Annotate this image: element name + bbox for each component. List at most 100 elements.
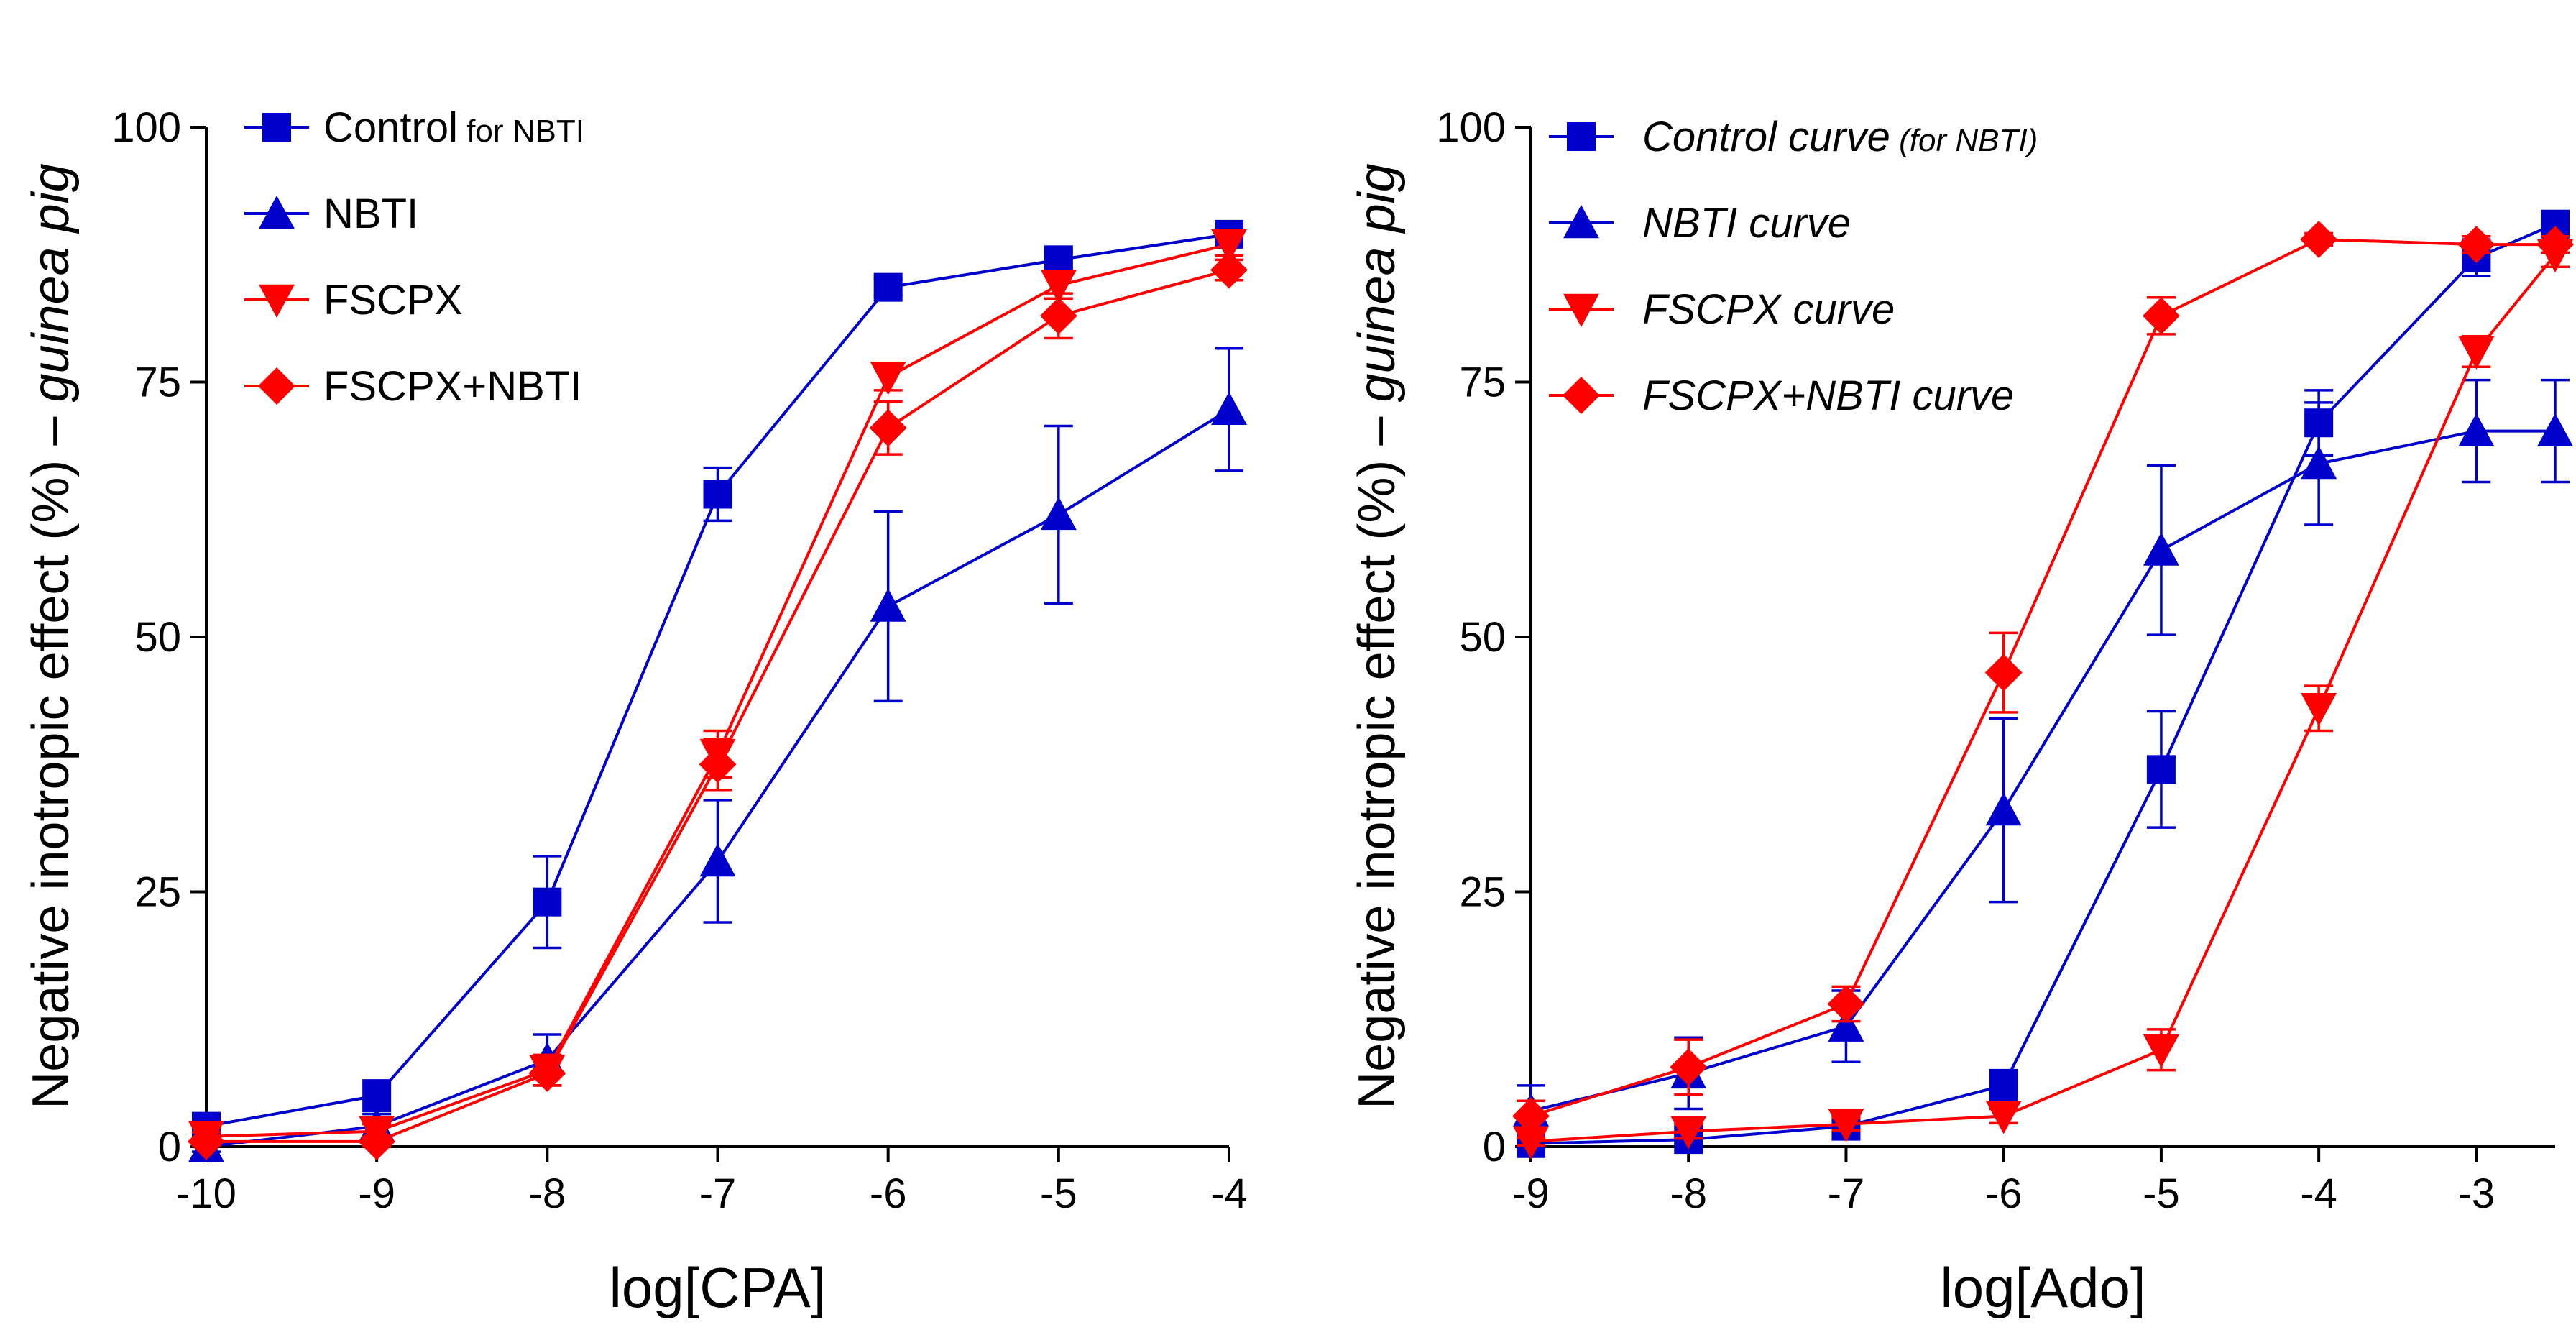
data-point [1827, 985, 1865, 1023]
y-tick-label: 50 [134, 614, 181, 661]
series-control-curve [1517, 209, 2570, 1158]
legend-item: FSCPX+NBTI [244, 363, 581, 410]
data-point [1513, 1126, 1549, 1160]
legend-label: FSCPX+NBTI [323, 363, 581, 410]
series-fscpx-nbti-curve [1512, 220, 2574, 1135]
y-axis-title-main: Negative inotropic effect (%) [1348, 446, 1406, 1109]
legend-name: NBTI [323, 191, 418, 237]
legend-marker [259, 196, 295, 229]
x-tick-label: -5 [2143, 1170, 2180, 1217]
data-point [873, 272, 903, 302]
data-point [869, 409, 907, 447]
x-axis-title: log[Ado] [1940, 1256, 2145, 1319]
data-point [2300, 220, 2338, 258]
x-tick-label: -6 [870, 1170, 907, 1217]
data-point [2301, 445, 2337, 480]
data-point [1984, 653, 2023, 692]
legend-label: NBTI [323, 191, 418, 237]
legend-label: FSCPX curve [1642, 286, 1895, 333]
legend-marker [1563, 205, 1599, 239]
data-point [1989, 1070, 2018, 1100]
legend-name: FSCPX [323, 277, 462, 324]
y-tick-label: 25 [1459, 869, 1506, 916]
y-tick-label: 0 [158, 1124, 181, 1170]
legend-name: FSCPX+NBTI [323, 363, 581, 410]
legend-note: (for NBTI) [1890, 123, 2038, 158]
legend-label: Control curve (for NBTI) [1642, 114, 2038, 160]
data-point [528, 1054, 566, 1092]
x-tick-label: -10 [176, 1170, 236, 1217]
y-axis-title: Negative inotropic effect (%) – guinea p… [22, 163, 80, 1109]
legend-label: NBTI curve [1642, 200, 1851, 247]
legend-marker [1563, 293, 1599, 327]
legend-name: NBTI curve [1642, 200, 1851, 247]
data-point [2458, 336, 2495, 370]
x-tick-label: -3 [2458, 1170, 2496, 1217]
y-tick-label: 75 [134, 359, 181, 406]
legend-marker [1567, 122, 1596, 151]
series-fscpx-nbti [188, 251, 1248, 1160]
data-point [358, 1122, 396, 1160]
data-point [703, 480, 732, 509]
legend-item: FSCPX curve [1549, 286, 1895, 333]
data-point [1210, 251, 1248, 289]
legend-name: FSCPX+NBTI curve [1642, 372, 2014, 419]
legend-item: Control for NBTI [244, 104, 584, 151]
x-tick-label: -4 [1210, 1170, 1248, 1217]
legend-item: NBTI [244, 191, 418, 237]
legend-item: Control curve (for NBTI) [1549, 114, 2038, 160]
data-point [1040, 270, 1077, 303]
series-line [1530, 429, 2555, 1113]
x-tick-label: -7 [1828, 1170, 1865, 1217]
data-point [1211, 391, 1247, 426]
y-axis-title: Negative inotropic effect (%) – guinea p… [1348, 163, 1406, 1109]
data-point [1040, 496, 1077, 531]
series-control [192, 219, 1243, 1141]
data-point [1670, 1048, 1708, 1086]
chart-panel-1: 0 25 50 75 100 -10 -9 -8 -7 -6 -5 -4 log[CPA] Negativ… [22, 104, 1248, 1319]
legend-label: Control for NBTI [323, 104, 584, 151]
x-axis-title: log[CPA] [609, 1256, 826, 1319]
series-line [1530, 237, 2555, 1118]
series-line [1530, 253, 2557, 1143]
y-axis-title-species: guinea pig [22, 163, 80, 402]
data-point [2146, 755, 2176, 784]
data-point [699, 746, 737, 784]
legend-marker [262, 113, 291, 142]
legend-marker [1563, 377, 1600, 414]
data-point [1828, 1109, 1864, 1142]
y-tick-label: 100 [1436, 104, 1506, 151]
data-point [1044, 245, 1073, 275]
data-point [2457, 226, 2496, 264]
x-tick-label: -9 [1512, 1170, 1550, 1217]
chart-panel-2: 0 25 50 75 100 -9 -8 -7 -6 -5 -4 -3 log[Ado] Negative… [1348, 104, 2574, 1319]
x-tick-label: -8 [1670, 1170, 1707, 1217]
data-point [188, 1122, 225, 1160]
legend-marker [258, 367, 295, 405]
data-point [1985, 792, 2022, 826]
data-point [2143, 1034, 2179, 1068]
y-tick-label: 50 [1459, 614, 1506, 661]
y-tick-label: 75 [1459, 359, 1506, 406]
x-tick-label: -9 [358, 1170, 395, 1217]
legend-marker [259, 284, 295, 318]
y-tick-label: 25 [134, 869, 181, 916]
y-axis-title-main: Negative inotropic effect (%) [22, 446, 80, 1109]
x-tick-label: -6 [1985, 1170, 2023, 1217]
data-point [1985, 1101, 2022, 1134]
y-axis-title-dash: – [1348, 403, 1406, 446]
data-point [2142, 297, 2180, 335]
x-tick-label: -7 [699, 1170, 737, 1217]
x-tick-label: -8 [529, 1170, 566, 1217]
legend-name: Control curve [1642, 114, 1890, 160]
legend-item: NBTI curve [1549, 200, 1851, 247]
data-point [870, 362, 906, 395]
data-point [1039, 297, 1077, 335]
x-tick-label: -4 [2300, 1170, 2337, 1217]
data-point [2143, 532, 2179, 566]
series-fscpx-curve [1513, 239, 2573, 1160]
data-point [2537, 413, 2573, 446]
legend-note: for NBTI [458, 114, 584, 149]
data-point [362, 1081, 392, 1111]
